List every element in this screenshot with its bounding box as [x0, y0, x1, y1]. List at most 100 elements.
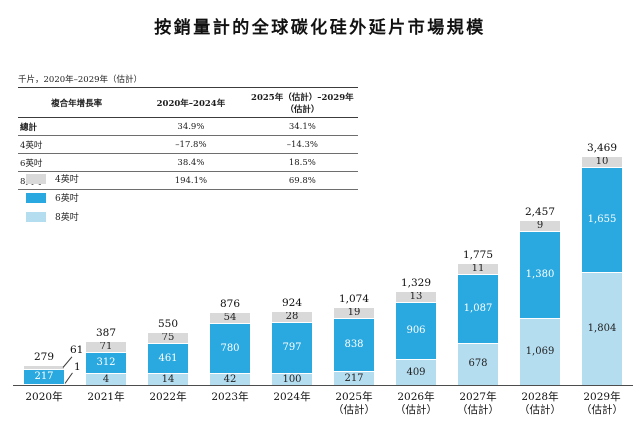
chart-legend: 4英吋 6英吋 8英吋 [26, 172, 79, 229]
bar-group: 54 780 42 876 [199, 155, 261, 385]
legend-label: 6英吋 [55, 194, 79, 204]
legend-swatch [26, 192, 46, 203]
legend-item: 6英吋 [26, 191, 79, 204]
bar-group: 28 797 100 924 [261, 155, 323, 385]
x-axis-label-line: 2024年 [273, 391, 311, 403]
bar-segment-6inch: 312 [86, 353, 126, 373]
bar-segment-4inch [24, 366, 64, 370]
cell-value: 194.1% [174, 175, 208, 186]
x-axis-label: 2028年 （估計） [509, 386, 571, 417]
bar-segment-8inch: 4 [86, 373, 126, 385]
bar-segment-6inch: 1,087 [458, 274, 498, 343]
x-axis-label-line: 2022年 [149, 391, 187, 403]
row-label-4inch: 4英吋 [20, 140, 43, 151]
legend-swatch [26, 211, 46, 222]
bar-segment-6inch: 838 [334, 318, 374, 372]
bar-stack: 75 461 14 [148, 333, 188, 385]
row-label-total: 總計 [20, 122, 38, 133]
legend-item: 4英吋 [26, 172, 79, 185]
bar-segment-8inch: 14 [148, 373, 188, 385]
x-axis-label-line: （估計） [333, 404, 375, 416]
bar-segment-6inch: 780 [210, 324, 250, 373]
chart-plot: 217 279 61 1 71 312 4 387 75 461 14 550 54 780 42 876 28… [13, 142, 633, 385]
bar-total-label: 279 [33, 351, 55, 364]
cell-value: 69.8% [288, 175, 316, 186]
x-axis-label-line: 2028年 [521, 391, 559, 403]
callout-value-8inch: 1 [74, 361, 81, 373]
bar-segment-6inch: 461 [148, 344, 188, 373]
bar-stack: 54 780 42 [210, 313, 250, 385]
bar-segment-4inch: 54 [210, 313, 250, 325]
x-axis-label: 2027年 （估計） [447, 386, 509, 417]
bar-segment-4inch: 9 [520, 220, 560, 232]
bar-segment-8inch [24, 383, 64, 385]
x-axis-label: 2021年 [75, 386, 137, 417]
bar-group: 10 1,655 1,804 3,469 [571, 142, 633, 385]
bar-stack: 11 1,087 678 [458, 263, 498, 385]
bar-segment-4inch: 10 [582, 157, 622, 169]
bar-total-label: 876 [219, 298, 241, 311]
cell-value: 18.5% [288, 157, 316, 168]
x-axis-label: 2026年 （估計） [385, 386, 447, 417]
x-axis-label-line: （估計） [519, 404, 561, 416]
cell-value: –14.3% [286, 139, 318, 150]
bar-segment-8inch: 409 [396, 359, 436, 385]
x-axis-label-line: 2029年 [583, 391, 621, 403]
x-axis-label-line: 2025年 [335, 391, 373, 403]
cell-value: 38.4% [177, 157, 205, 168]
bar-segment-8inch: 678 [458, 342, 498, 385]
bar-segment-6inch: 217 [24, 369, 64, 384]
bar-total-label: 550 [157, 318, 179, 331]
x-axis-label: 2024年 [261, 386, 323, 417]
x-axis-label: 2029年 （估計） [571, 386, 633, 417]
unit-note: 千片，2020年–2029年（估計） [18, 75, 143, 85]
x-axis-label-line: 2021年 [87, 391, 125, 403]
bar-segment-6inch: 797 [272, 323, 312, 373]
bar-stack: 71 312 4 [86, 342, 126, 385]
bar-segment-4inch: 75 [148, 333, 188, 345]
x-axis-label-line: （估計） [395, 404, 437, 416]
bar-group: 217 279 61 1 [13, 155, 83, 385]
bar-total-label: 1,775 [462, 248, 494, 261]
bar-segment-4inch: 11 [458, 263, 498, 275]
callout-line-8inch [64, 372, 73, 384]
bar-stack: 19 838 217 [334, 307, 374, 385]
bar-total-label: 2,457 [524, 205, 556, 218]
bar-total-label: 924 [281, 297, 303, 310]
x-axis-label: 2025年 （估計） [323, 386, 385, 417]
x-axis: 2020年 2021年 2022年 2023年 2024年 2025年 （估計） 2026年（… [13, 385, 633, 417]
x-axis-label-line: （估計） [457, 404, 499, 416]
bar-segment-8inch: 100 [272, 373, 312, 385]
bar-group: 71 312 4 387 [75, 155, 137, 385]
table-header-row: 複合年增長率 2020年–2024年 2025年（估計）–2029年（估計） [18, 87, 358, 118]
cagr-table: 複合年增長率 2020年–2024年 2025年（估計）–2029年（估計） 總… [18, 87, 358, 190]
table-header-cagr: 複合年增長率 [51, 98, 103, 109]
bar-stack: 217 [24, 366, 64, 385]
legend-label: 4英吋 [55, 175, 79, 185]
table-header-2025-2029: 2025年（估計）–2029年（估計） [251, 92, 354, 115]
x-axis-label: 2020年 [13, 386, 75, 417]
bar-stack: 9 1,380 1,069 [520, 220, 560, 385]
cell-value: –17.8% [175, 139, 207, 150]
callout-value-4inch: 61 [70, 344, 84, 356]
bar-segment-8inch: 42 [210, 373, 250, 385]
bar-group: 75 461 14 550 [137, 155, 199, 385]
table-row: 總計 34.9% 34.1% [18, 118, 358, 136]
bar-segment-6inch: 1,380 [520, 231, 560, 319]
bar-segment-8inch: 217 [334, 371, 374, 385]
bar-group: 11 1,087 678 1,775 [447, 155, 509, 385]
x-axis-label: 2022年 [137, 386, 199, 417]
bar-group: 13 906 409 1,329 [385, 155, 447, 385]
x-axis-label-line: 2026年 [397, 391, 435, 403]
bar-stack: 28 797 100 [272, 312, 312, 385]
x-axis-label-line: 2020年 [25, 391, 63, 403]
bar-segment-4inch: 19 [334, 307, 374, 319]
legend-label: 8英吋 [55, 213, 79, 223]
bar-group: 9 1,380 1,069 2,457 [509, 155, 571, 385]
x-axis-label-line: 2027年 [459, 391, 497, 403]
legend-swatch [26, 173, 46, 184]
bar-segment-6inch: 906 [396, 302, 436, 360]
bar-segment-8inch: 1,069 [520, 318, 560, 385]
table-row: 4英吋 –17.8% –14.3% [18, 136, 358, 154]
x-axis-label-line: 2023年 [211, 391, 249, 403]
